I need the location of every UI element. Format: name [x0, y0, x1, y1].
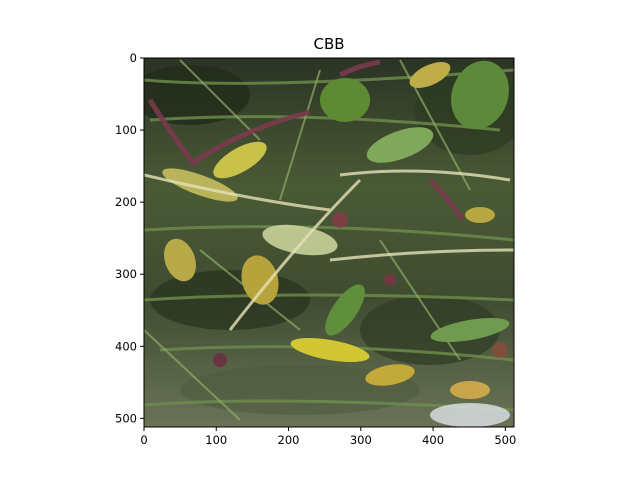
- y-tick-label: 200: [115, 195, 137, 209]
- y-axis: 0 100 200 300 400 500: [115, 51, 144, 425]
- y-tick-label: 100: [115, 123, 137, 137]
- x-tick-label: 300: [350, 433, 372, 447]
- chart-title: CBB: [313, 35, 344, 53]
- photo-leaf-image: [144, 58, 514, 427]
- y-tick-label: 500: [115, 411, 137, 425]
- y-tick-label: 0: [130, 51, 137, 65]
- y-tick-label: 400: [115, 339, 137, 353]
- x-axis: 0 100 200 300 400 500: [140, 427, 516, 447]
- x-tick-label: 400: [422, 433, 444, 447]
- axes-frame: [143, 57, 515, 428]
- x-tick-label: 500: [494, 433, 516, 447]
- x-tick-label: 100: [205, 433, 227, 447]
- x-tick-label: 0: [140, 433, 147, 447]
- y-tick-label: 300: [115, 267, 137, 281]
- x-tick-label: 200: [278, 433, 300, 447]
